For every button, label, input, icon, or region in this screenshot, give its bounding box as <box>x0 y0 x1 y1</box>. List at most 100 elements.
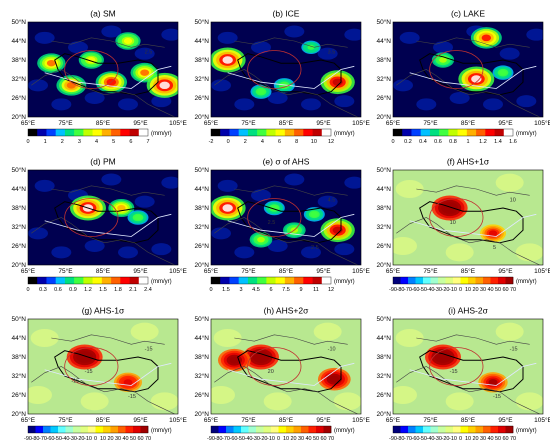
colorbar-tick-label: 0.6 <box>434 139 442 145</box>
colorbar-swatch <box>490 426 499 433</box>
field-texture <box>301 98 321 111</box>
colorbar-tick-label: -10 <box>449 436 457 442</box>
region-contour <box>429 198 484 237</box>
colorbar-swatch <box>278 426 287 433</box>
colorbar-tick-label: 0 <box>26 139 29 145</box>
lat-tick-label: 50°N <box>194 315 209 323</box>
lon-tick-label: 105°E <box>352 267 370 275</box>
lat-tick-label: 32°N <box>376 372 391 380</box>
lat-tick-label: 50°N <box>376 18 391 26</box>
panel-title: (c) LAKE <box>451 8 485 18</box>
field-texture <box>134 47 155 60</box>
lon-tick-label: 105°E <box>352 119 370 127</box>
lat-tick-label: 44°N <box>11 334 26 342</box>
colorbar-swatch <box>28 426 36 433</box>
colorbar-unit: (mm/yr) <box>151 131 172 137</box>
lon-tick-label: 95°E <box>316 267 331 275</box>
lon-tick-label: 65°E <box>21 267 36 275</box>
lat-tick-label: 38°N <box>376 204 391 212</box>
colorbar-tick-label: -60 <box>412 287 420 293</box>
lon-tick-label: 65°E <box>386 416 401 424</box>
colorbar-swatch <box>138 129 149 136</box>
colorbar-tick-label: -90 <box>24 436 32 442</box>
plateau-outline <box>419 53 524 96</box>
colorbar-tick-label: 0 <box>94 436 97 442</box>
river-line <box>44 362 172 386</box>
colorbar-swatch <box>92 277 103 284</box>
colorbar-tick-label: -60 <box>47 436 55 442</box>
colorbar-swatch <box>303 129 313 136</box>
field-texture <box>211 386 235 404</box>
field-texture <box>161 28 178 41</box>
colorbar-swatch <box>50 426 59 433</box>
colorbar-swatch <box>293 426 302 433</box>
colorbar-swatch <box>233 426 242 433</box>
contour-label: -15 <box>493 394 501 400</box>
colorbar-swatch <box>460 277 469 284</box>
colorbar: 0 0.3 0.6 0.9 1.2 1.5 1.8 2.1 2.4 (mm/yr) <box>26 276 172 293</box>
colorbar-tick-label: 2 <box>61 139 64 145</box>
colorbar-swatch <box>323 426 332 433</box>
lon-tick-label: 95°E <box>133 119 148 127</box>
colorbar-tick-label: 4.5 <box>252 287 260 293</box>
contour-label: -15 <box>71 378 79 384</box>
colorbar-tick-label: -50 <box>237 436 245 442</box>
colorbar-swatch <box>468 277 476 284</box>
region-contour <box>247 198 302 237</box>
colorbar-swatch <box>301 426 309 433</box>
lon-tick-label: 75°E <box>241 416 256 424</box>
colorbar-tick-label: -80 <box>215 436 223 442</box>
lon-tick-label: 75°E <box>58 267 73 275</box>
lon-tick-label: 85°E <box>279 119 294 127</box>
colorbar-swatch <box>129 129 140 136</box>
colorbar-tick-label: -80 <box>397 287 405 293</box>
lon-tick-label: 85°E <box>96 119 111 127</box>
contour-label: 2.5 <box>268 220 276 226</box>
map-area: 4.5 2.5 2.5 50°N 44°N 38°N 32°N 26°N 20°N65°E 75°… <box>194 166 370 275</box>
field-texture <box>416 98 437 111</box>
colorbar: 0 0.2 0.4 0.6 0.8 1 1.2 1.4 1.6 (mm/yr) <box>391 128 537 145</box>
colorbar-swatch <box>74 129 84 136</box>
colorbar-tick-label: 0.4 <box>419 139 427 145</box>
colorbar-tick-label: -70 <box>39 436 47 442</box>
panel-i: (i) AHS-2σ -15 -15 -15 50°N 44°N 38°N 32°N 26°N 2… <box>376 305 550 442</box>
field-texture <box>495 322 524 341</box>
lon-tick-label: 85°E <box>461 416 476 424</box>
colorbar-tick-label: 0 <box>391 139 394 145</box>
colorbar-swatch <box>266 129 276 136</box>
map-area: -10 20 50°N 44°N 38°N 32°N 26°N 20°N65°E 75°E 85°… <box>194 315 370 424</box>
data-blob <box>140 69 150 76</box>
data-blob <box>257 89 265 95</box>
colorbar-tick-label: 60 <box>502 287 508 293</box>
field-texture <box>284 173 305 186</box>
plateau-outline <box>237 53 342 96</box>
colorbar-swatch <box>35 426 44 433</box>
lat-tick-label: 44°N <box>376 185 391 193</box>
colorbar-tick-label: 20 <box>107 436 113 442</box>
colorbar-swatch <box>408 426 416 433</box>
lon-tick-label: 95°E <box>498 267 513 275</box>
map-frame <box>392 169 544 266</box>
colorbar-frame <box>210 276 332 285</box>
lon-tick-label: 65°E <box>386 119 401 127</box>
lat-tick-label: 50°N <box>376 166 391 174</box>
colorbar-swatch <box>505 277 514 284</box>
lon-tick-label: 75°E <box>241 267 256 275</box>
colorbar-swatch <box>485 129 495 136</box>
colorbar-swatch <box>120 129 130 136</box>
colorbar-tick-label: 0 <box>26 287 29 293</box>
lat-tick-label: 38°N <box>11 204 26 212</box>
data-blob <box>481 34 492 42</box>
field-texture <box>445 243 474 262</box>
contour-label: -15 <box>128 394 136 400</box>
contour-label: 10 <box>450 220 456 226</box>
colorbar-tick-label: 0.2 <box>404 139 412 145</box>
colorbar-unit: (mm/yr) <box>516 279 537 285</box>
colorbar-frame <box>210 128 332 137</box>
colorbar-tick-label: -20 <box>442 287 450 293</box>
map-area: 3.5 50°N 44°N 38°N 32°N 26°N 20°N65°E 75°E 85°E 9… <box>194 18 370 127</box>
colorbar-tick-label: 0 <box>227 139 230 145</box>
field-layer: -10 20 <box>211 322 361 414</box>
colorbar-swatch <box>211 277 221 284</box>
